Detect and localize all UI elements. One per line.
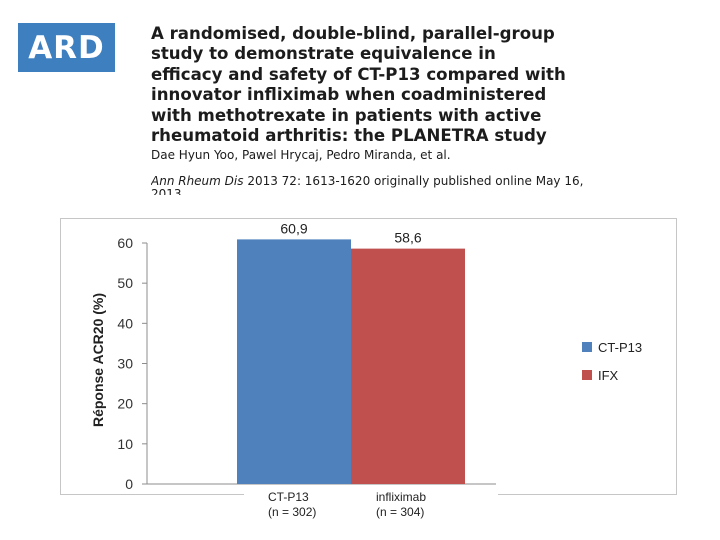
x-category-n: (n = 304) xyxy=(376,505,425,519)
bar-ct-p13 xyxy=(237,239,351,484)
y-tick-label: 30 xyxy=(117,356,133,372)
y-axis-title: Réponse ACR20 (%) xyxy=(90,293,106,427)
x-category-n: (n = 302) xyxy=(268,505,317,519)
y-tick-label: 60 xyxy=(117,235,133,251)
citation-year: 2013 xyxy=(151,187,182,196)
title-line: rheumatoid arthritis: the PLANETRA study xyxy=(151,126,547,146)
legend-swatch xyxy=(582,342,592,352)
x-category-name: infliximab xyxy=(376,490,427,504)
title-line: innovator infliximab when coadministered xyxy=(151,85,547,105)
category-label-box xyxy=(244,486,498,526)
x-category-label: CT-P13 (n = 302) xyxy=(268,490,388,520)
legend-label: IFX xyxy=(598,368,619,383)
journal-logo: ARD xyxy=(18,23,115,72)
citation-details: 2013 72: 1613-1620 originally published … xyxy=(243,175,584,188)
legend-swatch xyxy=(582,370,592,380)
paper-title: A randomised, double-blind, parallel-gro… xyxy=(151,24,691,146)
citation-journal: Ann Rheum Dis xyxy=(151,175,244,188)
title-line: efficacy and safety of CT-P13 compared w… xyxy=(151,64,566,84)
x-category-name: CT-P13 xyxy=(268,490,309,504)
y-tick-label: 0 xyxy=(125,476,133,492)
bar-ifx xyxy=(351,248,465,484)
title-line: study to demonstrate equivalence in xyxy=(151,44,496,64)
citation: Ann Rheum Dis 2013 72: 1613-1620 origina… xyxy=(151,175,671,195)
y-tick-label: 50 xyxy=(117,275,133,291)
data-label: 60,9 xyxy=(280,220,307,236)
title-line: A randomised, double-blind, parallel-gro… xyxy=(151,24,555,43)
title-line: with methotrexate in patients with activ… xyxy=(151,105,542,125)
legend-label: CT-P13 xyxy=(598,340,642,355)
x-category-label: infliximab (n = 304) xyxy=(376,490,496,520)
y-tick-label: 40 xyxy=(117,315,133,331)
data-label: 58,6 xyxy=(394,230,421,246)
authors: Dae Hyun Yoo, Pawel Hrycaj, Pedro Mirand… xyxy=(151,148,451,162)
y-tick-label: 20 xyxy=(117,396,133,412)
y-tick-label: 10 xyxy=(117,436,133,452)
